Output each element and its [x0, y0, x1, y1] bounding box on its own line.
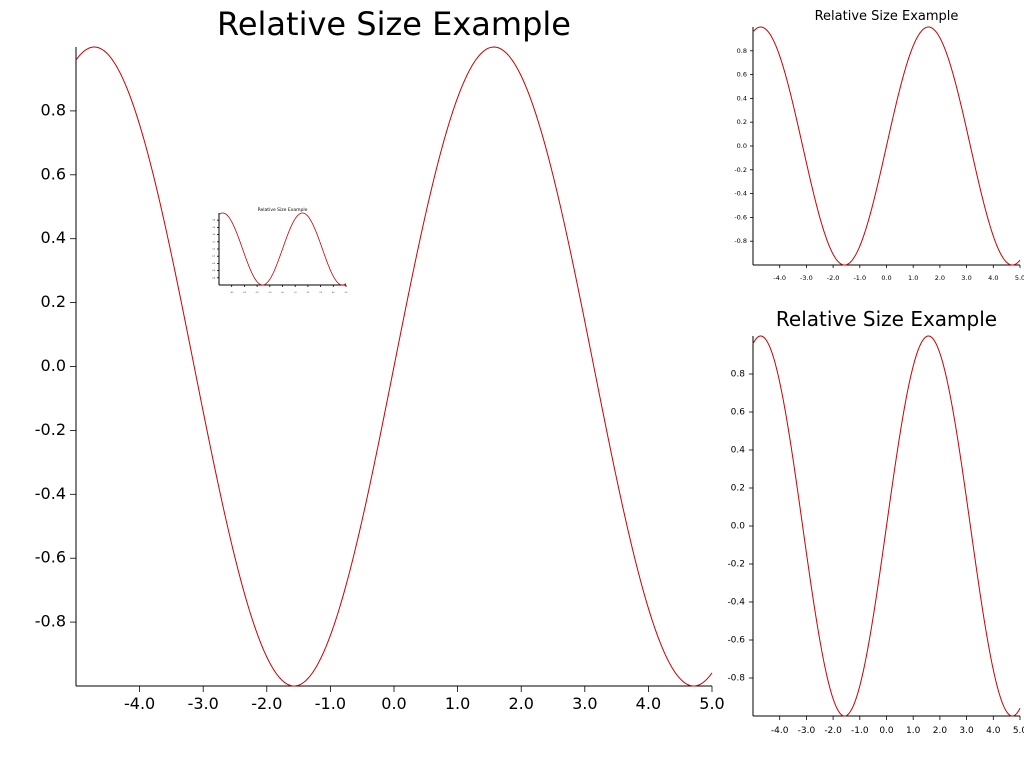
x-tick-label: -1.0: [268, 292, 271, 294]
y-tick-label: -0.2: [734, 166, 747, 174]
x-tick-label: 3.0: [319, 292, 322, 294]
x-tick-label: 0.0: [879, 726, 894, 736]
x-tick-label: -1.0: [851, 726, 869, 736]
x-tick-label: 1.0: [445, 694, 470, 713]
x-tick-label: -3.0: [188, 694, 219, 713]
x-tick-label: 1.0: [294, 292, 297, 294]
y-tick-label: 0.4: [41, 228, 66, 247]
x-tick-label: 4.0: [986, 726, 1001, 736]
chart-title: Relative Size Example: [776, 307, 997, 331]
x-tick-label: -4.0: [124, 694, 155, 713]
y-tick-label: 0.6: [737, 71, 747, 79]
x-tick-label: -2.0: [827, 274, 840, 282]
y-tick-label: 0.8: [41, 100, 66, 119]
y-tick-label: 0.4: [737, 94, 747, 102]
x-tick-label: 3.0: [959, 726, 974, 736]
y-tick-label: -0.4: [734, 190, 747, 198]
y-tick-label: 0.2: [212, 241, 215, 243]
top-right-chart: Relative Size Example -4.0 -3.0 -2.0 -1.0 0.0…: [734, 9, 1024, 282]
y-tick-label: 0.0: [731, 522, 746, 532]
y-tick-label: 0.2: [41, 292, 66, 311]
x-tick-label: 3.0: [572, 694, 597, 713]
y-tick-label: 0.0: [212, 249, 215, 251]
x-tick-label: -2.0: [251, 694, 282, 713]
y-tick-label: -0.6: [734, 213, 747, 221]
x-tick-label: 5.0: [345, 292, 348, 294]
y-tick-label: 0.2: [731, 484, 745, 494]
y-tick-label: 0.6: [41, 164, 66, 183]
y-tick-label: 0.8: [737, 47, 747, 55]
chart-title: Relative Size Example: [815, 9, 959, 24]
y-tick-label: -0.6: [727, 636, 745, 646]
y-tick-label: -0.8: [734, 237, 747, 245]
chart-title: Relative Size Example: [258, 207, 308, 213]
x-tick-label: 0.0: [381, 694, 406, 713]
x-tick-label: 2.0: [508, 694, 533, 713]
y-tick-label: 0.0: [41, 356, 66, 375]
x-tick-label: 4.0: [332, 292, 335, 294]
x-tick-label: -4.0: [773, 274, 786, 282]
x-tick-label: 5.0: [1013, 726, 1024, 736]
y-tick-label: -0.2: [212, 256, 215, 258]
y-tick-label: -0.4: [727, 598, 745, 608]
y-tick-label: 0.6: [212, 227, 215, 229]
x-tick-label: 0.0: [281, 292, 284, 294]
y-tick-label: 0.8: [731, 370, 746, 380]
x-tick-label: -4.0: [230, 292, 233, 294]
x-tick-label: -2.0: [256, 292, 259, 294]
x-tick-label: 1.0: [906, 726, 921, 736]
bottom-right-chart: Relative Size Example -4.0 -3.0 -2.0 -1.0 0.0…: [727, 307, 1024, 736]
y-tick-label: 0.6: [731, 408, 746, 418]
y-tick-label: -0.6: [212, 270, 215, 272]
y-tick-label: 0.0: [737, 142, 747, 150]
main-chart: Relative Size Example -4.0 -3.0 -2.0 -1.0 0.0…: [35, 5, 725, 713]
x-tick-label: -1.0: [853, 274, 866, 282]
y-tick-label: -0.2: [727, 560, 745, 570]
y-tick-label: -0.4: [35, 484, 66, 503]
x-tick-label: -1.0: [315, 694, 346, 713]
x-tick-label: 2.0: [933, 726, 948, 736]
x-tick-label: 4.0: [988, 274, 998, 282]
x-tick-label: -4.0: [771, 726, 789, 736]
y-tick-label: 0.2: [737, 118, 747, 126]
x-tick-label: 4.0: [636, 694, 661, 713]
x-tick-label: -3.0: [800, 274, 813, 282]
tiny-inset-chart: Relative Size Example -4.0 -3.0 -2.0 -1.0 0.0…: [212, 207, 347, 294]
y-tick-label: -0.4: [212, 263, 215, 265]
x-tick-label: -3.0: [243, 292, 246, 294]
y-tick-label: 0.4: [212, 234, 215, 236]
y-tick-label: -0.2: [35, 420, 66, 439]
series-line: [75, 46, 713, 687]
series-line: [752, 335, 1021, 717]
x-tick-label: 3.0: [961, 274, 971, 282]
y-tick-label: -0.8: [727, 674, 745, 684]
series-line: [752, 26, 1021, 266]
y-tick-label: -0.8: [212, 277, 215, 279]
x-tick-label: -2.0: [824, 726, 842, 736]
x-tick-label: 2.0: [307, 292, 310, 294]
x-tick-label: 5.0: [699, 694, 724, 713]
x-tick-label: 2.0: [935, 274, 945, 282]
chart-title: Relative Size Example: [217, 5, 571, 43]
series-line: [218, 212, 347, 286]
x-tick-label: 1.0: [908, 274, 918, 282]
y-tick-label: -0.6: [35, 548, 66, 567]
y-tick-label: 0.8: [212, 220, 215, 222]
x-tick-label: 5.0: [1015, 274, 1024, 282]
y-tick-label: 0.4: [731, 446, 746, 456]
x-tick-label: -3.0: [798, 726, 816, 736]
y-tick-label: -0.8: [35, 612, 66, 631]
x-tick-label: 0.0: [881, 274, 891, 282]
